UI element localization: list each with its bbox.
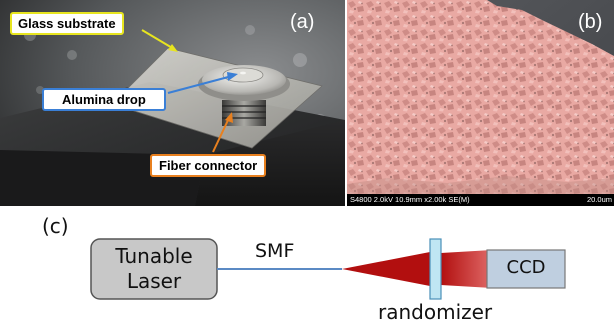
glass-pointer-line [141, 29, 175, 50]
panel-a-label: (a) [290, 11, 315, 33]
setup-schematic [90, 238, 566, 300]
fiber-pointer-line [212, 117, 230, 153]
ccd-box [486, 249, 566, 289]
alumina-pointer-arrowhead [227, 72, 238, 81]
laser-line-2: Laser [126, 269, 182, 293]
panel-a-photo: Glass substrate Alumina drop Fiber conne… [0, 0, 345, 206]
panel-b-label: (b) [578, 11, 603, 33]
glass-pointer-arrowhead [168, 44, 178, 52]
randomizer-label: randomizer [378, 300, 493, 324]
randomizer-slab [429, 238, 442, 300]
sem-info-bar: S4800 2.0kV 10.9mm x2.00k SE(M) 20.0um [347, 194, 614, 206]
panel-c-setup-diagram: (c) Tunable Laser SMF CCD randomizer [0, 206, 614, 330]
sem-parameters: S4800 2.0kV 10.9mm x2.00k SE(M) [350, 195, 470, 204]
alumina-drop-label: Alumina drop [62, 92, 146, 107]
smf-label: SMF [255, 240, 295, 262]
alumina-drop-callout: Alumina drop [42, 88, 166, 111]
tunable-laser-label: Tunable Laser [91, 244, 217, 294]
alumina-pointer-line [167, 75, 233, 94]
fiber-pointer-arrowhead [225, 112, 233, 123]
sem-scale-label: 20.0um [586, 195, 612, 204]
ccd-label: CCD [506, 257, 546, 278]
input-beam [342, 252, 430, 286]
laser-line-1: Tunable [115, 244, 193, 268]
output-beam [441, 250, 492, 288]
panel-b-sem-image: S4800 2.0kV 10.9mm x2.00k SE(M) 20.0um (… [347, 0, 614, 206]
sem-micrograph [347, 0, 614, 206]
fiber-connector-callout: Fiber connector [150, 154, 267, 177]
panel-c-label: (c) [42, 214, 69, 238]
glass-substrate-label: Glass substrate [18, 16, 116, 31]
glass-substrate-callout: Glass substrate [10, 12, 124, 35]
fiber-connector-label: Fiber connector [159, 158, 258, 173]
